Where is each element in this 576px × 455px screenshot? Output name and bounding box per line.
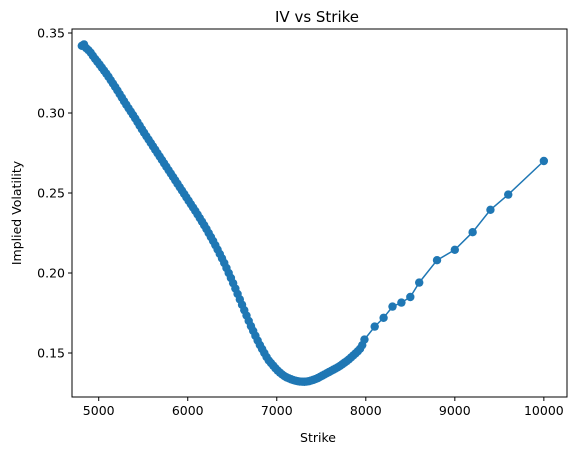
data-point — [388, 302, 397, 311]
y-tick-label: 0.20 — [37, 266, 65, 281]
x-tick-label: 10000 — [524, 403, 564, 418]
x-tick-label: 5000 — [83, 403, 115, 418]
plot-frame — [71, 28, 568, 398]
x-tick-label: 6000 — [172, 403, 204, 418]
y-tick-label: 0.25 — [37, 186, 65, 201]
data-point — [468, 228, 477, 237]
data-point — [397, 298, 406, 307]
x-tick-label: 7000 — [261, 403, 293, 418]
data-point — [486, 205, 495, 214]
y-axis-title: Implied Volatility — [9, 160, 24, 265]
chart-title: IV vs Strike — [275, 8, 359, 26]
series-layer — [77, 40, 549, 386]
data-point — [406, 292, 415, 302]
y-tick-label: 0.15 — [37, 346, 65, 361]
x-tick-label: 8000 — [350, 403, 382, 418]
y-axis: 0.15 0.20 0.25 0.30 0.35 — [37, 26, 72, 361]
series-line — [81, 43, 545, 383]
data-point — [539, 156, 549, 166]
y-tick-label: 0.30 — [37, 106, 65, 121]
x-axis-title: Strike — [300, 430, 336, 445]
data-point — [450, 245, 460, 254]
data-point — [415, 278, 424, 287]
data-point — [432, 256, 442, 265]
data-point — [370, 322, 379, 331]
x-tick-label: 9000 — [439, 403, 471, 418]
data-point — [504, 190, 513, 199]
y-tick-label: 0.35 — [37, 26, 65, 41]
data-point — [379, 313, 388, 322]
data-point — [360, 335, 369, 344]
x-axis: 5000 6000 7000 8000 9000 10000 — [83, 397, 564, 418]
